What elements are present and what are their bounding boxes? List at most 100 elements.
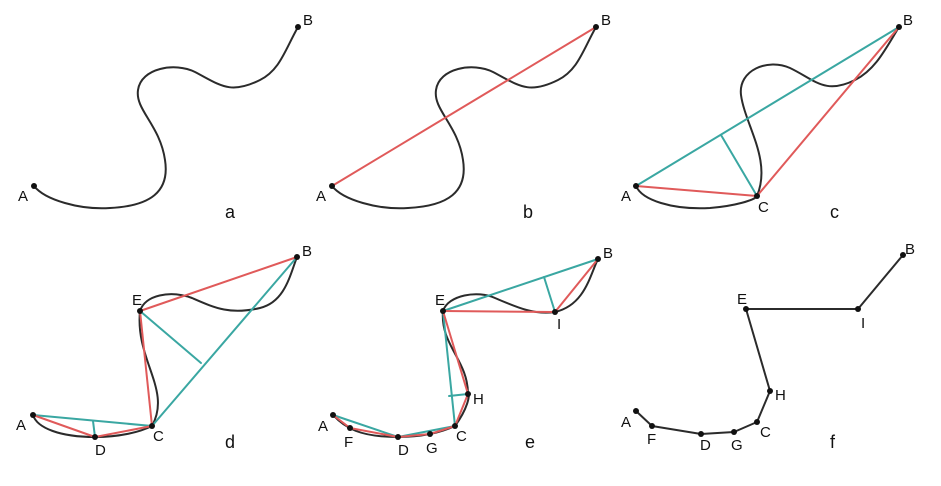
- panel-a: A B a: [18, 12, 313, 222]
- panel-e-chord-he: [442, 310, 469, 395]
- panel-e-point-g-dot: [427, 431, 433, 437]
- panel-e-chord-fd: [349, 427, 399, 438]
- panel-d-point-d-label: D: [95, 442, 106, 459]
- panel-e-perpendicular-h: [448, 393, 469, 397]
- panel-d-point-c-label: C: [153, 428, 164, 445]
- panel-f-point-b-dot: [900, 252, 906, 258]
- panel-e-line-ad: [332, 414, 399, 438]
- panel-f-point-e-label: E: [737, 291, 747, 308]
- panel-f: A B C D E F G H I f: [621, 241, 915, 454]
- panel-f-point-d-dot: [698, 431, 704, 437]
- panel-d-line-cb: [151, 256, 298, 427]
- panel-e-point-e-label: E: [435, 292, 445, 309]
- panel-e-point-f-dot: [347, 425, 353, 431]
- panel-d-point-b-label: B: [302, 243, 312, 260]
- panel-b-point-b-label: B: [601, 12, 611, 29]
- panel-f-point-f-dot: [649, 423, 655, 429]
- panel-d-point-e-dot: [137, 308, 143, 314]
- panel-e-point-a-dot: [330, 412, 336, 418]
- panel-e-point-b-dot: [595, 256, 601, 262]
- panel-e-point-c-label: C: [456, 428, 467, 445]
- panel-d-point-a-dot: [30, 412, 36, 418]
- panel-b-curve: [331, 26, 597, 210]
- panel-a-point-b-label: B: [303, 12, 313, 29]
- panel-f-caption: f: [830, 432, 836, 452]
- panel-d-chord-eb: [139, 256, 298, 312]
- panel-f-point-e-dot: [743, 306, 749, 312]
- panel-d-point-e-label: E: [132, 292, 142, 309]
- panel-c: A B C c: [621, 12, 913, 222]
- panel-c-chord-ac: [635, 185, 758, 197]
- panel-d-perpendicular-e: [139, 310, 202, 364]
- panel-f-point-d-label: D: [700, 437, 711, 454]
- panel-c-point-a-label: A: [621, 188, 631, 205]
- panel-e-point-d-dot: [395, 434, 401, 440]
- panel-c-point-b-dot: [896, 24, 902, 30]
- panel-b-point-a-dot: [329, 183, 335, 189]
- panel-e-point-i-label: I: [557, 316, 561, 333]
- panel-f-point-c-label: C: [760, 424, 771, 441]
- panel-a-point-a-dot: [31, 183, 37, 189]
- panel-e: A B C D E F G H I e: [318, 245, 613, 459]
- panel-f-point-f-label: F: [647, 431, 656, 448]
- panel-f-point-b-label: B: [905, 241, 915, 258]
- panel-c-curve: [635, 26, 900, 210]
- panel-e-point-h-label: H: [473, 391, 484, 408]
- panel-f-point-g-label: G: [731, 437, 743, 454]
- panel-e-point-h-dot: [465, 391, 471, 397]
- panel-b-point-a-label: A: [316, 188, 326, 205]
- panel-f-point-h-dot: [767, 388, 773, 394]
- panel-e-chord-gc: [429, 425, 456, 435]
- panel-c-point-c-label: C: [758, 199, 769, 216]
- panel-e-chord-ei: [442, 310, 556, 313]
- panel-e-point-c-dot: [452, 423, 458, 429]
- panel-c-point-c-dot: [754, 193, 760, 199]
- panel-e-chord-dg: [397, 433, 431, 438]
- panel-e-point-f-label: F: [344, 434, 353, 451]
- panel-a-curve: [33, 26, 299, 210]
- panel-e-line-eb: [442, 258, 599, 312]
- panel-a-caption: a: [225, 202, 236, 222]
- panel-d-point-d-dot: [92, 434, 98, 440]
- panel-e-curve: [332, 258, 599, 438]
- panel-b-caption: b: [523, 202, 533, 222]
- panel-e-point-i-dot: [552, 309, 558, 315]
- panel-f-point-g-dot: [731, 429, 737, 435]
- panel-e-point-d-label: D: [398, 442, 409, 459]
- panel-f-point-i-dot: [855, 306, 861, 312]
- panel-f-simplified-line: [635, 254, 904, 435]
- panel-c-point-a-dot: [633, 183, 639, 189]
- panel-e-caption: e: [525, 432, 535, 452]
- panel-d-chord-ad: [32, 414, 96, 438]
- panel-d-point-a-label: A: [16, 417, 26, 434]
- panel-d-point-b-dot: [294, 254, 300, 260]
- panel-e-chord-af: [332, 414, 351, 429]
- panel-c-caption: c: [830, 202, 839, 222]
- panel-a-point-a-label: A: [18, 188, 28, 205]
- panel-c-chord-cb: [756, 26, 900, 197]
- panel-b-chord-ab: [331, 26, 597, 187]
- panel-c-point-b-label: B: [903, 12, 913, 29]
- panel-e-point-g-label: G: [426, 440, 438, 457]
- panel-f-point-a-dot: [633, 408, 639, 414]
- panel-e-point-a-label: A: [318, 418, 328, 435]
- panel-d-chord-ce: [139, 310, 153, 427]
- panel-e-point-b-label: B: [603, 245, 613, 262]
- panel-f-point-c-dot: [754, 419, 760, 425]
- panel-e-point-e-dot: [440, 308, 446, 314]
- panel-e-perpendicular-i: [543, 276, 556, 313]
- panel-a-point-b-dot: [295, 24, 301, 30]
- panel-f-point-a-label: A: [621, 414, 631, 431]
- panel-d-chord-dc: [94, 425, 153, 438]
- panel-e-chord-ib: [554, 258, 599, 313]
- panel-e-chord-ch: [454, 393, 469, 427]
- panel-e-line-ce: [442, 310, 456, 427]
- panel-d-caption: d: [225, 432, 235, 452]
- panel-b-point-b-dot: [593, 24, 599, 30]
- panel-f-point-h-label: H: [775, 387, 786, 404]
- panel-c-perpendicular: [720, 134, 758, 197]
- panel-c-line-ab: [635, 26, 900, 187]
- panel-b: A B b: [316, 12, 611, 222]
- panel-f-point-i-label: I: [861, 315, 865, 332]
